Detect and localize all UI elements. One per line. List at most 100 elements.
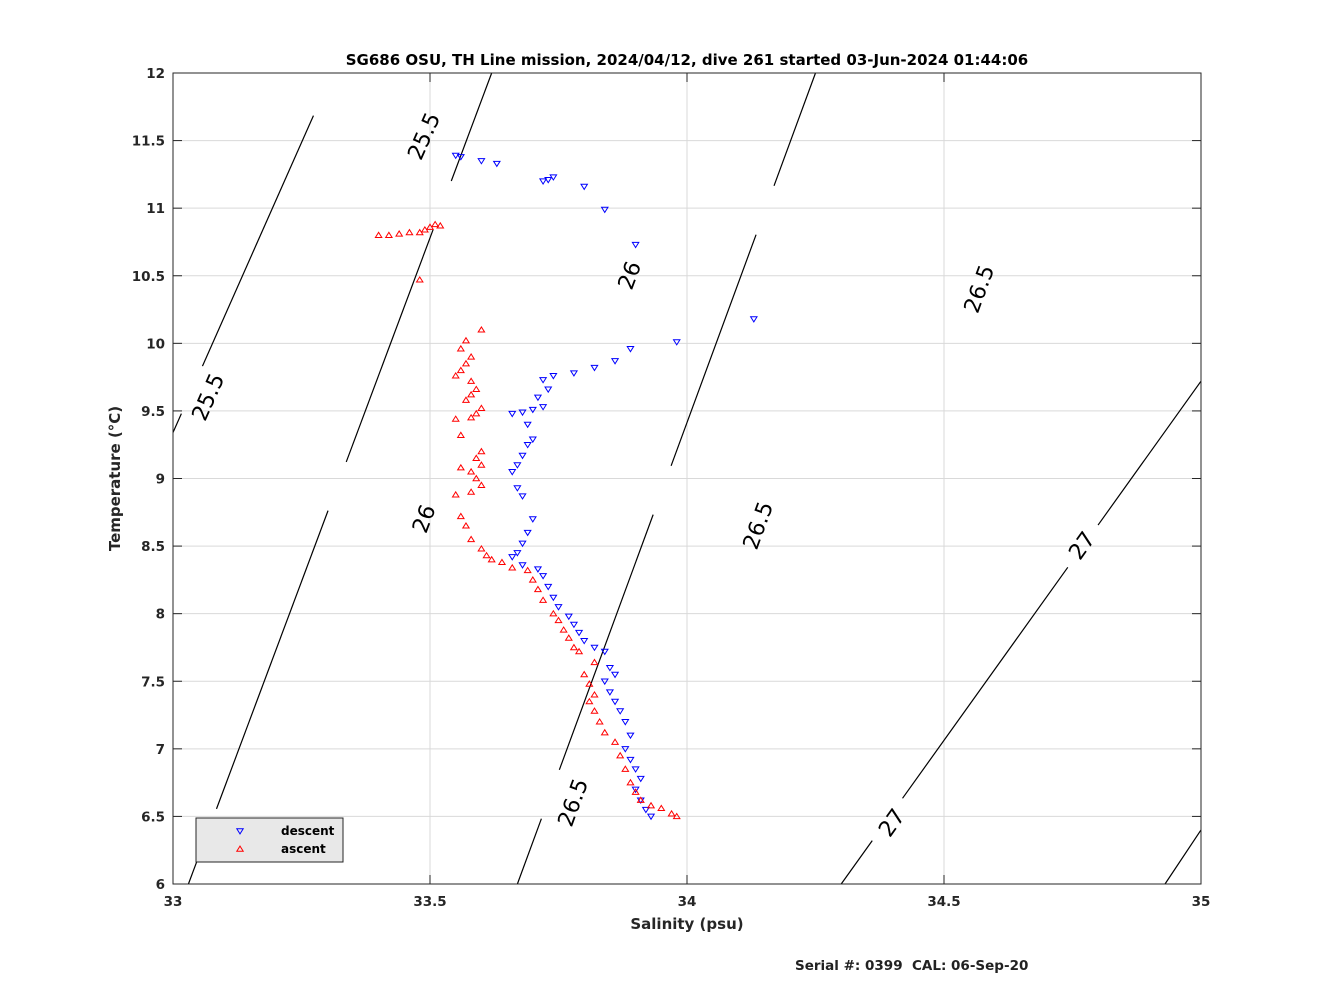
ascent-point [580, 670, 589, 678]
ascent-point [467, 390, 476, 398]
descent-point [523, 421, 532, 429]
descent-point [616, 708, 625, 715]
y-tick-label: 6 [156, 877, 165, 893]
descent-point [533, 394, 543, 402]
descent-point [554, 604, 563, 611]
y-tick-label: 8.5 [141, 539, 165, 555]
ascent-point [477, 481, 486, 488]
y-tick-label: 6.5 [141, 809, 165, 825]
descent-point [508, 469, 517, 476]
ascent-point [467, 353, 476, 360]
descent-point [580, 183, 589, 191]
ascent-point [626, 778, 635, 786]
ascent-point [590, 690, 599, 698]
ascent-point [472, 409, 481, 417]
isopycnal-line [773, 72, 817, 187]
isopycnal-line [840, 840, 873, 885]
ascent-point [405, 228, 414, 236]
ascent-point [569, 643, 579, 651]
ascent-point [482, 551, 491, 559]
ascent-point [533, 585, 543, 593]
isopycnal-line [172, 413, 182, 433]
ascent-point [456, 463, 465, 471]
ascent-point [574, 647, 584, 655]
isopycnal-label: 26.5 [739, 499, 779, 554]
legend-label-descent: descent [281, 824, 335, 838]
descent-point [621, 746, 630, 753]
descent-point [544, 583, 553, 591]
descent-point [610, 671, 620, 679]
descent-point [636, 775, 645, 783]
descent-point [549, 373, 558, 380]
y-tick-label: 10 [146, 336, 165, 352]
y-tick-label: 10.5 [132, 269, 165, 285]
descent-point [538, 377, 548, 384]
isopycnal-label: 26.5 [960, 262, 1000, 317]
y-tick-label: 8 [156, 607, 165, 623]
descent-point [646, 813, 656, 821]
x-tick-label: 35 [1192, 894, 1211, 910]
isopycnal-line [450, 72, 493, 182]
descent-point [538, 178, 548, 185]
descent-point [610, 698, 620, 706]
isopycnal-line [345, 229, 434, 463]
descent-point [513, 485, 522, 492]
descent-point [590, 644, 599, 652]
descent-point [569, 621, 579, 629]
ascent-point [467, 467, 476, 475]
x-tick-label: 34.5 [927, 894, 960, 910]
isopycnal-line [558, 514, 654, 771]
ascent-point [436, 221, 445, 229]
descent-point [544, 177, 553, 184]
ascent-point [461, 359, 471, 367]
ascent-point [590, 658, 599, 666]
serial-cal-info: Serial #: 0399 CAL: 06-Sep-20 [795, 958, 1029, 974]
ascent-point [461, 521, 471, 529]
descent-point [641, 806, 650, 814]
x-tick-label: 34 [678, 894, 697, 910]
ascent-point [456, 512, 465, 520]
ascent-point [415, 275, 424, 283]
descent-point [492, 160, 501, 168]
chart-title: SG686 OSU, TH Line mission, 2024/04/12, … [346, 51, 1029, 69]
ascent-point [395, 230, 404, 237]
x-tick-label: 33 [164, 894, 183, 910]
ascent-point [467, 535, 476, 543]
descent-point [621, 719, 630, 726]
ascent-point [456, 431, 465, 438]
legend-marker-ascent [235, 845, 245, 852]
descent-point [528, 406, 537, 414]
ascent-point [431, 220, 440, 228]
descent-point [574, 629, 584, 637]
ascent-point [631, 788, 640, 795]
y-tick-label: 7 [156, 742, 165, 758]
descent-point [477, 158, 486, 165]
ascent-point [467, 377, 476, 384]
ascent-point [477, 544, 486, 552]
x-tick-label: 33.5 [413, 894, 446, 910]
ascent-point [564, 634, 573, 641]
y-tick-label: 11.5 [132, 134, 165, 150]
descent-point [600, 206, 609, 214]
descent-point [610, 358, 620, 365]
ascent-point [374, 231, 383, 238]
data-points [374, 152, 758, 821]
ascent-point [554, 616, 563, 624]
ascent-point [461, 336, 471, 344]
axis-ticks: 33 33.5 34 34.5 35 6 6.5 7 7.5 8 8.5 9 9.5 10 10.5 11 11… [132, 66, 1211, 910]
ascent-point [477, 404, 486, 411]
ascent-point [600, 728, 609, 736]
descent-point [626, 346, 635, 353]
y-tick-label: 12 [146, 66, 165, 82]
ascent-point [672, 812, 681, 820]
descent-point [518, 493, 527, 500]
ascent-point [621, 765, 630, 772]
descent-point [533, 566, 543, 573]
descent-point [538, 573, 548, 580]
ascent-point [461, 396, 471, 403]
descent-point [605, 664, 615, 672]
ascent-point [528, 576, 537, 583]
descent-point [631, 766, 640, 773]
isopycnal-label: 26 [614, 258, 647, 293]
